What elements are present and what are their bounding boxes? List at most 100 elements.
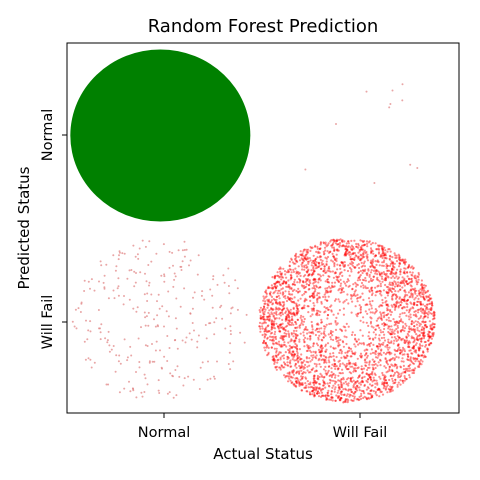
data-point — [330, 310, 333, 313]
data-point — [357, 376, 360, 379]
data-point — [361, 255, 365, 258]
data-point — [285, 299, 289, 303]
data-point — [357, 242, 360, 246]
data-point — [274, 359, 277, 362]
data-point — [322, 241, 325, 244]
data-point — [203, 298, 206, 301]
data-point — [414, 320, 417, 323]
data-point — [381, 371, 384, 375]
data-point — [384, 301, 387, 304]
data-point — [402, 258, 405, 261]
data-point — [278, 289, 281, 292]
data-point — [359, 308, 362, 311]
data-point — [314, 386, 317, 389]
data-point — [431, 332, 434, 335]
data-point — [316, 392, 319, 395]
data-point — [379, 329, 382, 332]
data-point — [185, 336, 188, 339]
data-point — [344, 356, 347, 359]
data-point — [338, 343, 341, 347]
data-point — [305, 360, 308, 363]
data-point — [351, 258, 354, 261]
data-point — [428, 308, 431, 311]
data-point — [312, 342, 315, 346]
x-axis-label: Actual Status — [213, 445, 313, 463]
data-point — [354, 380, 357, 384]
data-point — [363, 249, 366, 252]
data-point — [312, 278, 316, 281]
data-point — [140, 326, 142, 329]
data-point — [310, 269, 313, 272]
data-point — [354, 369, 357, 372]
data-point — [324, 394, 327, 397]
data-point — [411, 346, 415, 349]
data-point — [227, 363, 230, 365]
data-point — [296, 354, 299, 357]
data-point — [382, 330, 385, 334]
data-point — [390, 333, 393, 336]
data-point — [291, 381, 294, 384]
data-point — [301, 361, 305, 364]
data-point — [401, 379, 404, 382]
data-point — [296, 370, 299, 373]
data-point — [299, 366, 302, 369]
data-point — [329, 250, 332, 253]
data-point — [340, 393, 343, 396]
data-point — [167, 315, 170, 318]
data-point — [288, 344, 291, 347]
data-point — [374, 266, 377, 269]
data-point — [371, 373, 374, 376]
data-point — [385, 303, 388, 306]
data-point — [405, 369, 408, 372]
data-point — [297, 287, 300, 290]
data-point — [297, 265, 300, 268]
data-point — [377, 345, 380, 348]
data-point — [229, 325, 232, 328]
data-point — [418, 324, 421, 327]
data-point — [381, 383, 384, 386]
data-point — [261, 325, 264, 328]
data-point — [374, 254, 377, 257]
data-point — [372, 376, 375, 379]
data-point — [276, 302, 279, 305]
data-point — [391, 267, 394, 270]
data-point — [404, 371, 407, 374]
data-point — [292, 262, 296, 265]
data-point — [293, 353, 296, 356]
data-point — [304, 326, 307, 329]
data-point — [383, 314, 386, 317]
data-point — [416, 336, 419, 339]
data-point — [389, 359, 392, 362]
data-point — [421, 287, 424, 290]
data-point — [370, 279, 374, 283]
data-point — [433, 323, 436, 326]
data-point — [378, 244, 381, 247]
data-point — [340, 261, 343, 264]
data-point — [418, 330, 421, 333]
data-point — [292, 339, 296, 342]
data-point — [404, 293, 407, 296]
data-point — [419, 300, 422, 304]
data-point — [308, 357, 311, 360]
data-point — [303, 341, 306, 344]
data-point — [398, 284, 402, 288]
data-point — [278, 303, 281, 306]
data-point — [405, 335, 408, 338]
data-point — [423, 312, 426, 315]
data-point — [397, 374, 400, 377]
data-point — [411, 293, 414, 296]
data-point — [381, 298, 384, 302]
data-point — [403, 298, 406, 301]
data-point — [391, 282, 394, 285]
data-point — [407, 277, 411, 280]
data-point — [146, 300, 149, 302]
data-point — [313, 294, 316, 297]
data-point — [378, 272, 381, 276]
data-point — [351, 365, 354, 368]
data-point — [422, 308, 425, 311]
data-point — [342, 325, 345, 328]
data-point — [417, 297, 420, 300]
data-point — [337, 243, 340, 246]
data-point — [406, 283, 409, 286]
data-point — [275, 298, 278, 301]
